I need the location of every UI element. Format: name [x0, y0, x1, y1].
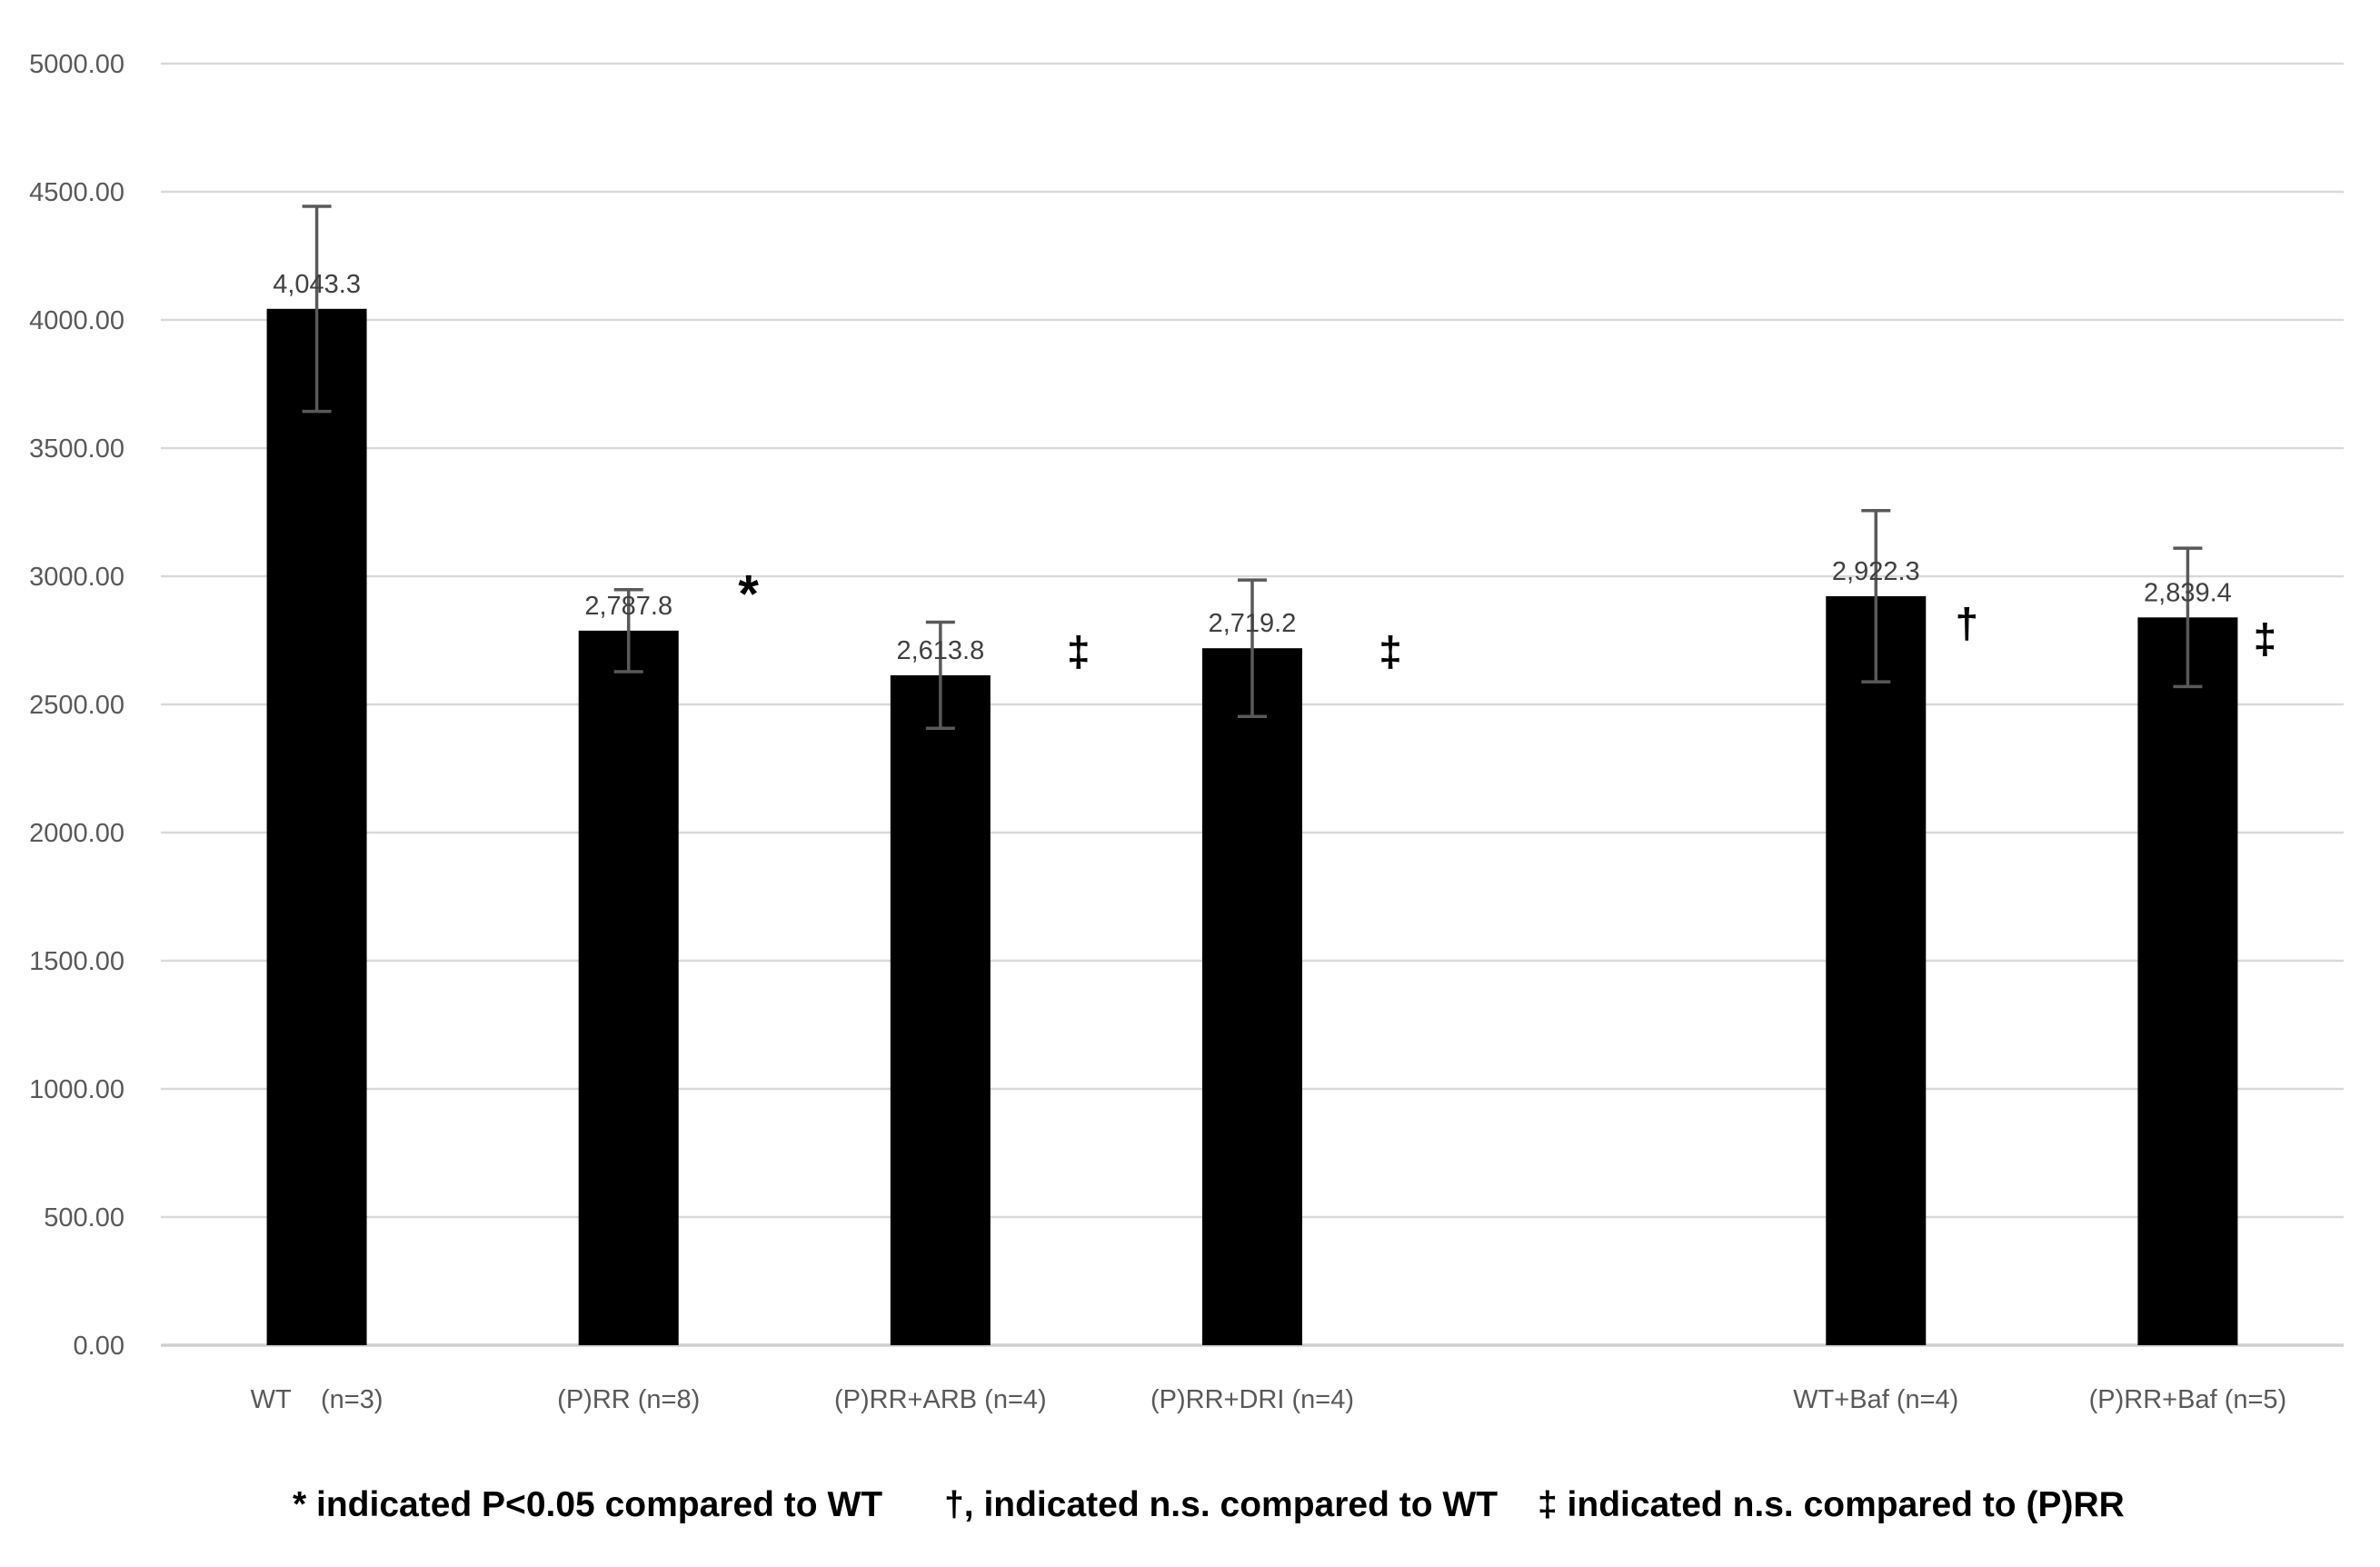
value-label: 2,787.8	[584, 592, 672, 621]
value-label: 2,613.8	[896, 636, 984, 665]
value-label: 2,719.2	[1209, 609, 1297, 638]
bar	[890, 674, 991, 1345]
value-label: 2,922.3	[1832, 557, 1920, 586]
x-tick-label: (P)RR (n=8)	[557, 1385, 700, 1414]
y-tick-label: 2000.00	[29, 819, 124, 848]
value-label: 4,043.3	[273, 270, 361, 299]
x-tick-label: (P)RR+Baf (n=5)	[2089, 1385, 2287, 1414]
y-tick-label: 5000.00	[29, 50, 124, 79]
bar	[2137, 617, 2238, 1345]
footnote-double-dagger: ‡ indicated n.s. compared to (P)RR	[1538, 1485, 2125, 1524]
y-tick-label: 2500.00	[29, 691, 124, 720]
x-tick-label: (P)RR+ARB (n=4)	[834, 1385, 1047, 1414]
bar	[1202, 648, 1302, 1345]
x-tick-label: (P)RR+DRI (n=4)	[1150, 1385, 1354, 1414]
significance-marker: ‡	[1379, 628, 1402, 675]
significance-marker: ‡	[2254, 615, 2277, 663]
x-tick-label: WT (n=3)	[251, 1385, 383, 1414]
bar	[1826, 595, 1927, 1345]
bar	[266, 308, 367, 1345]
y-tick-label: 4500.00	[29, 178, 124, 207]
y-tick-label: 0.00	[74, 1332, 124, 1361]
y-tick-label: 3000.00	[29, 563, 124, 592]
bar	[578, 630, 679, 1345]
bar-chart: 0.00 500.00 1000.00 1500.00 2000.00 2500.00 30…	[29, 50, 2344, 1414]
significance-marker: *	[738, 564, 759, 624]
y-tick-label: 500.00	[44, 1203, 124, 1233]
footnote-dagger: †, indicated n.s. compared to WT	[944, 1485, 1499, 1524]
footnote-asterisk: * indicated P<0.05 compared to WT	[293, 1485, 883, 1524]
significance-marker: ‡	[1067, 628, 1090, 675]
y-tick-label: 3500.00	[29, 434, 124, 464]
value-label: 2,839.4	[2144, 578, 2232, 607]
chart-footnote: * indicated P<0.05 compared to WT †, indi…	[293, 1485, 2125, 1525]
y-tick-label: 4000.00	[29, 306, 124, 335]
significance-marker: †	[1955, 600, 1978, 647]
y-tick-label: 1000.00	[29, 1075, 124, 1104]
x-tick-label: WT+Baf (n=4)	[1793, 1385, 1958, 1414]
y-tick-label: 1500.00	[29, 947, 124, 976]
